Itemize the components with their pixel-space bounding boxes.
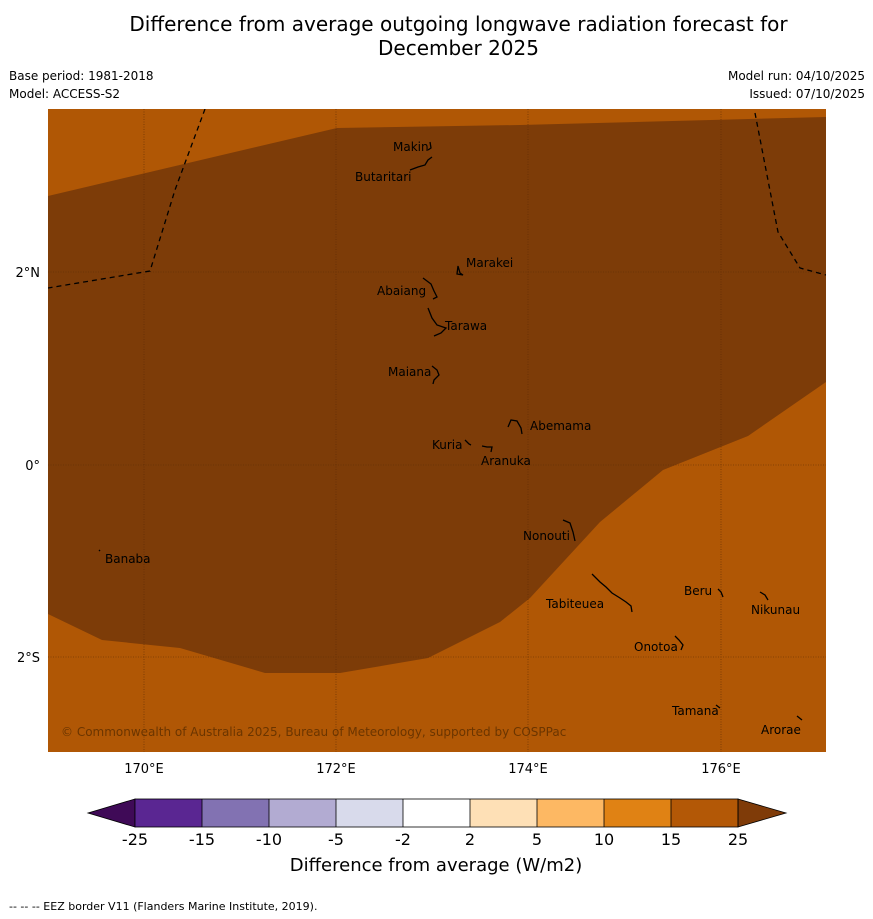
colorbar: -25 -15 -10 -5 -2 2 5 10 15 25 Differenc… bbox=[86, 798, 788, 876]
colorbar-bin bbox=[604, 799, 671, 827]
map-area: Makin Butaritari Marakei Abaiang Tarawa … bbox=[48, 109, 826, 752]
island-kuria bbox=[464, 439, 472, 446]
colorbar-tick: 15 bbox=[661, 830, 681, 849]
place-aranuka: Aranuka bbox=[481, 454, 531, 468]
colorbar-tick: -5 bbox=[328, 830, 344, 849]
colorbar-bin bbox=[403, 799, 470, 827]
colorbar-tick: 5 bbox=[532, 830, 542, 849]
place-tarawa: Tarawa bbox=[444, 319, 487, 333]
colorbar-tick: 10 bbox=[594, 830, 614, 849]
colorbar-tick: -2 bbox=[395, 830, 411, 849]
place-nonouti: Nonouti bbox=[523, 529, 570, 543]
graticule bbox=[48, 109, 826, 752]
page-title: Difference from average outgoing longwav… bbox=[0, 12, 873, 60]
place-marakei: Marakei bbox=[466, 256, 513, 270]
island-tamana bbox=[715, 704, 721, 709]
place-maiana: Maiana bbox=[388, 365, 431, 379]
island-banaba bbox=[98, 549, 101, 552]
place-butaritari: Butaritari bbox=[355, 170, 412, 184]
colorbar-bin bbox=[537, 799, 604, 827]
island-makin bbox=[427, 141, 432, 151]
island-nonouti bbox=[562, 519, 576, 542]
y-tick-0: 0° bbox=[25, 459, 40, 474]
place-beru: Beru bbox=[684, 584, 712, 598]
y-tick-2n: 2°N bbox=[16, 266, 41, 281]
colorbar-tick: 25 bbox=[728, 830, 748, 849]
place-abaiang: Abaiang bbox=[377, 284, 426, 298]
axis-labels: 170°E 172°E 174°E 176°E 2°N 0° 2°S bbox=[16, 266, 741, 777]
base-period: Base period: 1981-2018 bbox=[9, 69, 154, 83]
title-line-1: Difference from average outgoing longwav… bbox=[129, 12, 788, 36]
eez-border bbox=[48, 109, 826, 289]
colorbar-tick: -15 bbox=[189, 830, 215, 849]
x-tick-170e: 170°E bbox=[124, 762, 164, 777]
island-tabiteuea bbox=[591, 573, 633, 613]
anomaly-band-15-25 bbox=[48, 117, 826, 673]
colorbar-bin bbox=[135, 799, 202, 827]
island-arorae bbox=[796, 715, 803, 721]
place-arorae: Arorae bbox=[761, 723, 801, 737]
model-name: Model: ACCESS-S2 bbox=[9, 87, 121, 101]
x-tick-174e: 174°E bbox=[508, 762, 548, 777]
colorbar-bin bbox=[269, 799, 336, 827]
colorbar-tick: -25 bbox=[122, 830, 148, 849]
place-onotoa: Onotoa bbox=[634, 640, 678, 654]
colorbar-title: Difference from average (W/m2) bbox=[290, 855, 582, 876]
island-onotoa bbox=[674, 635, 684, 651]
x-tick-172e: 172°E bbox=[316, 762, 356, 777]
colorbar-bin bbox=[336, 799, 403, 827]
island-beru bbox=[717, 588, 724, 598]
place-tamana: Tamana bbox=[671, 704, 719, 718]
colorbar-extend-high bbox=[737, 798, 788, 828]
island-maiana bbox=[431, 365, 440, 385]
place-banaba: Banaba bbox=[105, 552, 151, 566]
x-tick-176e: 176°E bbox=[701, 762, 741, 777]
colorbar-tick: -10 bbox=[256, 830, 282, 849]
island-marakei bbox=[456, 265, 464, 276]
island-abaiang bbox=[422, 277, 438, 300]
colorbar-bin bbox=[470, 799, 537, 827]
island-butaritari bbox=[409, 156, 433, 171]
place-kuria: Kuria bbox=[432, 438, 463, 452]
y-tick-2s: 2°S bbox=[17, 651, 40, 666]
place-labels: Makin Butaritari Marakei Abaiang Tarawa … bbox=[105, 140, 801, 737]
place-nikunau: Nikunau bbox=[751, 603, 800, 617]
model-run-date: Model run: 04/10/2025 bbox=[727, 69, 865, 83]
place-makin: Makin bbox=[393, 140, 429, 154]
place-tabiteuea: Tabiteuea bbox=[545, 597, 604, 611]
eez-source-note: -- -- -- EEZ border V11 (Flanders Marine… bbox=[9, 900, 318, 913]
island-outlines bbox=[98, 141, 803, 721]
title-line-2: December 2025 bbox=[378, 36, 539, 60]
island-abemama bbox=[507, 419, 523, 435]
colorbar-tick: 2 bbox=[465, 830, 475, 849]
colorbar-extend-low bbox=[86, 798, 136, 828]
island-nikunau bbox=[759, 591, 769, 601]
island-aranuka bbox=[481, 445, 493, 453]
place-abemama: Abemama bbox=[530, 419, 591, 433]
issued-date: Issued: 07/10/2025 bbox=[749, 87, 865, 101]
copyright-notice: © Commonwealth of Australia 2025, Bureau… bbox=[61, 725, 566, 739]
colorbar-bin bbox=[202, 799, 269, 827]
colorbar-bin bbox=[671, 799, 738, 827]
island-tarawa bbox=[427, 307, 448, 337]
